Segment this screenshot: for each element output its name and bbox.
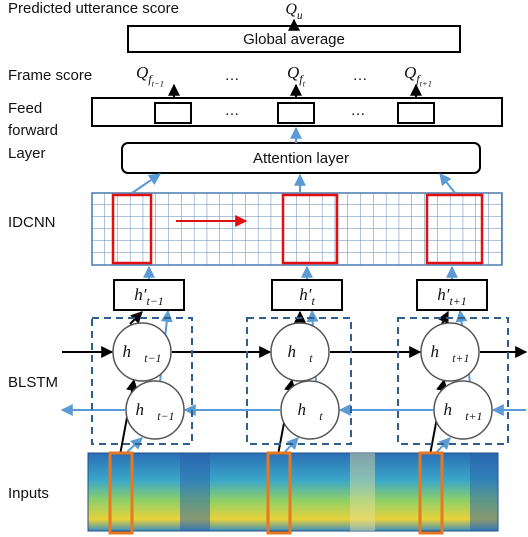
hidden-output-box bbox=[113, 279, 185, 311]
backward-state-symbol: h⃗t+1 bbox=[443, 400, 482, 423]
forward-state-symbol-sub: t+1 bbox=[452, 351, 469, 365]
frame-score-symbol-subsub: t bbox=[303, 79, 306, 89]
conv-window bbox=[111, 193, 153, 265]
ff-label: forward bbox=[8, 122, 58, 139]
input-frame bbox=[418, 451, 444, 535]
hidden-output-symbol-base: h′ bbox=[437, 285, 450, 304]
hidden-output-box bbox=[271, 279, 343, 311]
title: Predicted utterance score bbox=[8, 0, 179, 17]
global-average-label: Global average bbox=[243, 31, 345, 48]
backward-state-symbol-sub: t+1 bbox=[465, 409, 482, 423]
ellipsis: … bbox=[225, 102, 240, 119]
backward-state bbox=[280, 380, 340, 440]
backward-state-symbol-sub: t bbox=[319, 409, 323, 423]
backward-state bbox=[125, 380, 185, 440]
ellipsis: … bbox=[351, 102, 366, 119]
forward-state bbox=[270, 322, 330, 382]
inputs-label: Inputs bbox=[8, 485, 49, 502]
blstm-cell bbox=[397, 317, 509, 445]
spectrogram bbox=[87, 452, 499, 532]
backward-state-symbol: h⃗t−1 bbox=[135, 400, 174, 423]
backward-state-symbol-sub: t−1 bbox=[157, 409, 174, 423]
hidden-output-symbol: h′t−1 bbox=[134, 285, 164, 308]
hidden-output-symbol-base: h′ bbox=[134, 285, 147, 304]
input-frame bbox=[108, 451, 134, 535]
frame-score-symbol: Qft−1 bbox=[136, 63, 164, 89]
frame-score-symbol-sub: f bbox=[416, 72, 421, 86]
ellipsis: … bbox=[353, 67, 368, 84]
frame-score-symbol-base: Q bbox=[136, 63, 148, 82]
frame-score-symbol-base: Q bbox=[287, 63, 299, 82]
frame-score-symbol: Qft bbox=[287, 63, 306, 89]
hidden-output-box bbox=[416, 279, 488, 311]
frame-score-symbol-sub: f bbox=[299, 72, 304, 86]
backward-state-symbol-base: h⃗ bbox=[135, 400, 157, 419]
frame-score-symbol: Qft+1 bbox=[404, 63, 432, 89]
ff-label: Feed bbox=[8, 100, 42, 117]
ff-label: Layer bbox=[8, 145, 46, 162]
frame-score-symbol-sub: f bbox=[148, 72, 153, 86]
output-symbol-base: Q bbox=[285, 1, 297, 18]
ellipsis: … bbox=[225, 67, 240, 84]
blstm-cell bbox=[91, 317, 193, 445]
forward-state-symbol-base: h⃗ bbox=[430, 342, 452, 361]
backward-state bbox=[433, 380, 493, 440]
output-symbol: Qu bbox=[285, 1, 303, 22]
idcnn-grid bbox=[91, 192, 503, 266]
backward-state-symbol-base: h⃗ bbox=[443, 400, 465, 419]
input-frame bbox=[266, 451, 292, 535]
forward-state bbox=[112, 322, 172, 382]
frame-score-symbol-base: Q bbox=[404, 63, 416, 82]
backward-state-symbol-base: h⃗ bbox=[297, 400, 319, 419]
ff-unit bbox=[154, 102, 192, 124]
forward-state-symbol: h⃗t+1 bbox=[430, 342, 469, 365]
attention-box bbox=[121, 142, 481, 174]
forward-state-symbol-base: h⃗ bbox=[122, 342, 144, 361]
backward-state-symbol: h⃗t bbox=[297, 400, 323, 423]
idcnn-label: IDCNN bbox=[8, 214, 56, 231]
hidden-output-symbol-sub: t−1 bbox=[146, 294, 163, 308]
conv-window bbox=[281, 193, 339, 265]
forward-state bbox=[420, 322, 480, 382]
hidden-output-symbol: h′t+1 bbox=[437, 285, 467, 308]
ff-unit bbox=[397, 102, 435, 124]
forward-state-symbol-base: h⃗ bbox=[287, 342, 309, 361]
forward-state-symbol: h⃗t bbox=[287, 342, 313, 365]
blstm-label: BLSTM bbox=[8, 374, 58, 391]
attention-label: Attention layer bbox=[253, 150, 349, 167]
frame-score-symbol-subsub: t−1 bbox=[152, 79, 164, 89]
hidden-output-symbol-base: h′ bbox=[299, 285, 312, 304]
output-symbol-sub: u bbox=[297, 10, 303, 22]
hidden-output-symbol-sub: t+1 bbox=[449, 294, 466, 308]
ff-unit bbox=[277, 102, 315, 124]
hidden-output-symbol: h′t bbox=[299, 285, 315, 308]
forward-state-symbol-sub: t bbox=[309, 351, 313, 365]
frame-score-symbol-subsub: t+1 bbox=[420, 79, 432, 89]
forward-state-symbol-sub: t−1 bbox=[144, 351, 161, 365]
frame-score-label: Frame score bbox=[8, 67, 92, 84]
forward-state-symbol: h⃗t−1 bbox=[122, 342, 161, 365]
blstm-cell bbox=[246, 317, 352, 445]
conv-window bbox=[425, 193, 484, 265]
hidden-output-symbol-sub: t bbox=[311, 294, 315, 308]
